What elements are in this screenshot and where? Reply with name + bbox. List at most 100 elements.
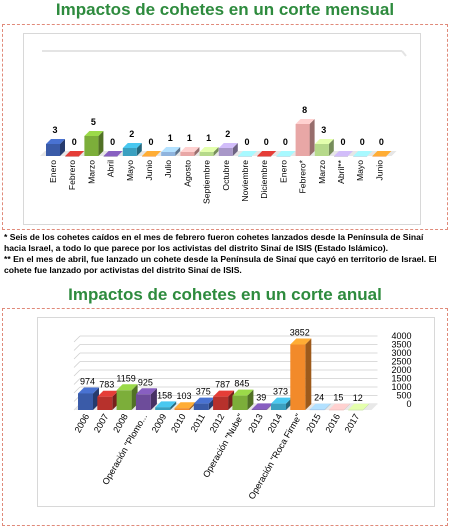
bar <box>218 143 238 156</box>
bar-front <box>97 396 113 410</box>
bar <box>199 147 219 156</box>
x-tick-label: Diciembre <box>259 160 269 199</box>
x-tick-label: 2016 <box>323 412 342 434</box>
monthly-chart-frame: 3 Enero 0 Febrero 5 Marzo 0 Abril 2 Mayo 0 Junio 1 Ju… <box>23 33 421 225</box>
x-tick-label: Mayo <box>355 160 365 181</box>
bar-top <box>161 147 181 152</box>
chart-notes: * Seis de los cohetes caídos en el mes d… <box>4 232 446 276</box>
bar-top <box>251 403 273 410</box>
bar <box>180 147 200 156</box>
data-label: 375 <box>196 387 211 397</box>
bar-top <box>84 131 104 136</box>
bar-front <box>353 156 368 157</box>
bar-top <box>174 402 196 409</box>
data-label: 3 <box>52 125 57 135</box>
data-label: 0 <box>264 137 269 147</box>
bar-top <box>232 389 254 396</box>
bar <box>309 403 331 411</box>
bar-top <box>97 390 119 397</box>
bar <box>328 403 350 411</box>
bar-front <box>213 396 229 410</box>
data-label: 3852 <box>290 328 310 338</box>
bar-top <box>142 151 161 156</box>
data-label: 158 <box>157 390 172 400</box>
x-tick-label: Marzo <box>86 160 96 184</box>
y-tick-label: 500 <box>396 391 411 401</box>
data-label: 0 <box>379 137 384 147</box>
data-label: 0 <box>360 137 365 147</box>
bar <box>314 139 334 156</box>
bar-front <box>314 144 329 156</box>
bar-top <box>103 151 123 156</box>
bar-top <box>290 338 312 345</box>
data-label: 8 <box>302 105 307 115</box>
bar-top <box>213 390 235 397</box>
bar <box>334 151 353 157</box>
data-label: 2 <box>129 129 134 139</box>
data-label: 39 <box>256 392 266 402</box>
bar <box>142 151 161 157</box>
bar-top <box>155 401 177 408</box>
bar-top <box>218 143 238 148</box>
bar <box>84 131 104 156</box>
bar-side <box>343 403 350 410</box>
bar-top <box>78 387 99 394</box>
data-label: 845 <box>234 379 249 389</box>
data-label: 925 <box>138 377 153 387</box>
x-tick-label: 2007 <box>92 412 111 434</box>
bar-front <box>334 156 348 157</box>
bar-top <box>122 143 142 148</box>
bar <box>295 119 315 156</box>
data-label: 2 <box>225 129 230 139</box>
y-tick-label: 0 <box>406 399 411 409</box>
x-tick-label: 2017 <box>343 412 362 434</box>
x-tick-label: 2013 <box>246 412 265 434</box>
bar-top <box>372 151 392 156</box>
bar-side <box>150 388 157 410</box>
bar-top <box>238 151 257 156</box>
bar-front <box>372 156 387 157</box>
gridline-side <box>73 369 81 377</box>
bar-front <box>290 344 306 410</box>
data-label: 787 <box>215 380 230 390</box>
bar <box>232 389 254 410</box>
data-label: 3 <box>321 125 326 135</box>
bar-side <box>194 147 200 156</box>
bar-front <box>142 156 156 157</box>
bar-front <box>238 156 252 157</box>
x-tick-label: 2011 <box>189 412 207 434</box>
x-tick-label: 2006 <box>73 412 92 434</box>
bar <box>213 390 235 410</box>
bar-front <box>218 148 233 156</box>
x-tick-label: 2015 <box>304 412 323 434</box>
bar-front <box>257 156 272 157</box>
monthly-chart-panel: 3 Enero 0 Febrero 5 Marzo 0 Abril 2 Mayo 0 Junio 1 Ju… <box>2 24 448 230</box>
data-label: 0 <box>244 137 249 147</box>
gridline-side <box>73 361 81 368</box>
bar-top <box>257 151 277 156</box>
bar-top <box>180 147 200 152</box>
bar-front <box>65 156 80 157</box>
data-label: 974 <box>80 376 95 386</box>
bar-front <box>78 393 93 410</box>
bar <box>290 338 312 410</box>
gridline-side <box>73 386 81 394</box>
y-tick-label: 4000 <box>391 331 411 341</box>
bar-top <box>135 388 157 395</box>
bar-front <box>309 409 325 411</box>
data-label: 0 <box>72 137 77 147</box>
bar <box>103 151 123 157</box>
bar-front <box>180 152 195 156</box>
data-label: 15 <box>333 393 343 403</box>
x-tick-label: Enero <box>48 160 58 183</box>
annual-chart-title: Impactos de cohetes en un corte anual <box>68 285 382 304</box>
bar-side <box>328 139 334 156</box>
bar <box>257 151 277 157</box>
bar-front <box>135 394 151 410</box>
bar-top <box>46 139 65 144</box>
y-tick-label: 1000 <box>391 382 411 392</box>
data-label: 0 <box>283 137 288 147</box>
bar-side <box>363 403 370 410</box>
annual-chart-frame: 0 500 1000 1500 2000 2500 3000 3500 4000 974 2006 7… <box>37 317 435 507</box>
bar-side <box>60 139 65 156</box>
